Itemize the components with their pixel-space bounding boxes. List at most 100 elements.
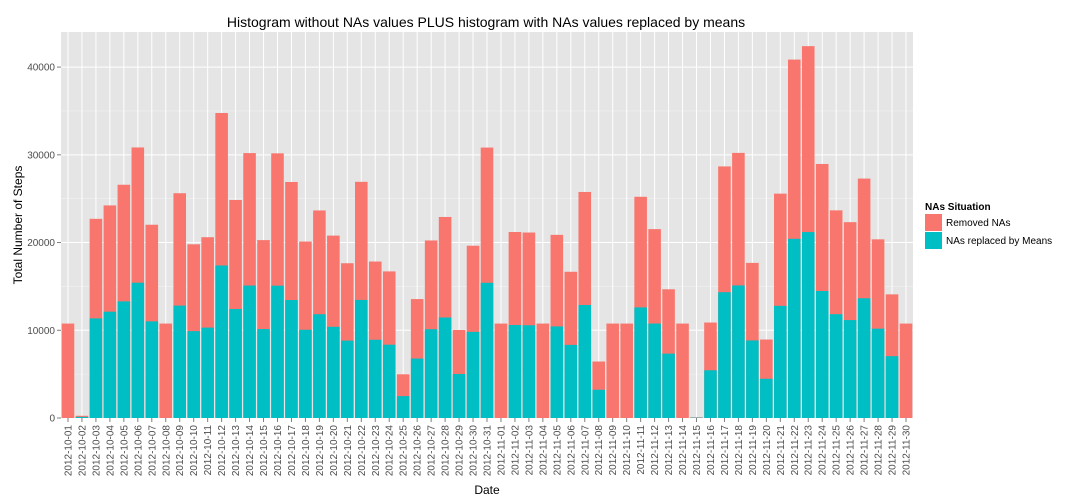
x-tick-label: 2012-11-28 — [874, 425, 885, 476]
bar-removed-nas — [606, 323, 619, 418]
bar-nas-replaced — [201, 327, 214, 418]
x-tick-label: 2012-10-20 — [329, 425, 340, 477]
x-tick-label: 2012-10-11 — [203, 425, 214, 476]
bar-nas-replaced — [829, 314, 843, 418]
x-tick-label: 2012-10-15 — [259, 425, 270, 477]
x-tick-label: 2012-11-05 — [552, 425, 563, 476]
bar-nas-replaced — [103, 311, 117, 418]
x-tick-label: 2012-10-13 — [231, 425, 242, 477]
y-tick-label: 40000 — [27, 63, 55, 74]
x-tick-label: 2012-10-22 — [357, 425, 368, 477]
x-tick-label: 2012-10-18 — [301, 425, 312, 477]
bar-nas-replaced — [857, 298, 871, 418]
bar-nas-replaced — [229, 308, 242, 418]
bar-nas-replaced — [243, 285, 256, 418]
bar-nas-replaced — [75, 416, 89, 418]
y-tick-label: 10000 — [27, 326, 55, 337]
x-tick-label: 2012-11-20 — [762, 425, 773, 476]
x-tick-label: 2012-10-02 — [77, 425, 88, 477]
x-tick-label: 2012-11-25 — [832, 425, 843, 476]
bar-nas-replaced — [396, 396, 410, 418]
bar-removed-nas — [159, 323, 173, 418]
bar-removed-nas — [676, 323, 689, 418]
x-tick-label: 2012-10-27 — [427, 425, 438, 477]
bar-nas-replaced — [215, 265, 228, 418]
x-tick-label: 2012-10-10 — [189, 425, 200, 477]
bar-nas-replaced — [145, 321, 159, 418]
x-tick-label: 2012-10-05 — [119, 425, 130, 477]
bar-nas-replaced — [299, 329, 312, 418]
legend-label-removed-nas: Removed NAs — [946, 218, 1010, 229]
bar-nas-replaced — [815, 290, 829, 418]
x-tick-label: 2012-10-29 — [455, 425, 466, 477]
bar-nas-replaced — [746, 340, 759, 418]
x-tick-label: 2012-11-06 — [566, 425, 577, 476]
x-tick-label: 2012-11-13 — [664, 425, 675, 476]
bar-nas-replaced — [760, 378, 773, 418]
x-tick-label: 2012-10-24 — [385, 425, 396, 477]
x-tick-label: 2012-10-21 — [343, 425, 354, 477]
x-tick-label: 2012-10-07 — [147, 425, 158, 477]
x-tick-label: 2012-11-14 — [678, 425, 689, 476]
bar-nas-replaced — [662, 353, 675, 418]
bar-nas-replaced — [257, 329, 270, 418]
x-tick-label: 2012-10-19 — [315, 425, 326, 477]
bar-nas-replaced — [341, 340, 354, 418]
x-tick-label: 2012-10-26 — [413, 425, 424, 477]
x-tick-label: 2012-11-24 — [818, 425, 829, 476]
bar-nas-replaced — [732, 285, 745, 418]
bar-removed-nas — [494, 323, 508, 418]
bar-nas-replaced — [271, 285, 284, 418]
bar-nas-replaced — [466, 331, 480, 418]
x-tick-label: 2012-11-29 — [888, 425, 899, 476]
x-tick-label: 2012-11-08 — [594, 425, 605, 476]
bar-removed-nas — [620, 323, 633, 418]
y-axis-title: Total Number of Steps — [11, 166, 25, 285]
x-tick-label: 2012-11-30 — [902, 425, 913, 476]
x-tick-label: 2012-11-07 — [580, 425, 591, 476]
x-tick-label: 2012-11-27 — [860, 425, 871, 476]
x-axis-title: Date — [474, 483, 500, 497]
legend-swatch-removed-nas — [925, 214, 942, 231]
x-tick-label: 2012-11-03 — [524, 425, 535, 476]
x-tick-label: 2012-11-01 — [496, 425, 507, 476]
bar-nas-replaced — [424, 329, 438, 418]
x-tick-label: 2012-10-09 — [175, 425, 186, 477]
x-tick-label: 2012-11-16 — [706, 425, 717, 476]
x-axis-ticks: 2012-10-01 2012-10-03 2012-10-05 2012-10-07… — [63, 418, 913, 477]
x-tick-label: 2012-10-25 — [399, 425, 410, 477]
y-axis-ticks: 0 10000 20000 30000 40000 — [27, 63, 61, 425]
bar-nas-replaced — [508, 325, 522, 418]
bar-nas-replaced — [89, 318, 103, 418]
bar-nas-replaced — [382, 344, 396, 418]
x-tick-label: 2012-10-17 — [287, 425, 298, 477]
x-tick-label: 2012-11-11 — [636, 425, 647, 475]
x-tick-label: 2012-10-06 — [133, 425, 144, 477]
bar-nas-replaced — [648, 323, 661, 418]
x-tick-label: 2012-11-04 — [538, 425, 549, 476]
bar-nas-replaced — [313, 314, 326, 418]
x-tick-label: 2012-11-26 — [846, 425, 857, 476]
x-tick-label: 2012-11-17 — [720, 425, 731, 476]
x-tick-label: 2012-11-19 — [748, 425, 759, 476]
x-tick-label: 2012-10-08 — [161, 425, 172, 477]
bar-nas-replaced — [452, 373, 466, 418]
x-tick-label: 2012-10-16 — [273, 425, 284, 477]
legend-swatch-nas-replaced — [925, 232, 942, 249]
bar-nas-replaced — [843, 320, 857, 418]
x-tick-label: 2012-10-28 — [441, 425, 452, 477]
x-tick-label: 2012-11-18 — [734, 425, 745, 476]
bar-removed-nas — [61, 323, 75, 418]
bar-nas-replaced — [787, 238, 801, 418]
series-nas-replaced — [75, 232, 899, 418]
x-tick-label: 2012-10-30 — [469, 425, 480, 477]
bar-nas-replaced — [410, 358, 424, 418]
bar-nas-replaced — [578, 304, 592, 418]
bar-nas-replaced — [285, 299, 298, 418]
bar-nas-replaced — [564, 344, 578, 418]
legend-label-nas-replaced: NAs replaced by Means — [946, 236, 1052, 247]
bar-nas-replaced — [871, 328, 885, 418]
x-tick-label: 2012-11-23 — [804, 425, 815, 476]
x-tick-label: 2012-10-31 — [483, 425, 494, 477]
chart-title: Histogram without NAs values PLUS histog… — [227, 14, 745, 30]
